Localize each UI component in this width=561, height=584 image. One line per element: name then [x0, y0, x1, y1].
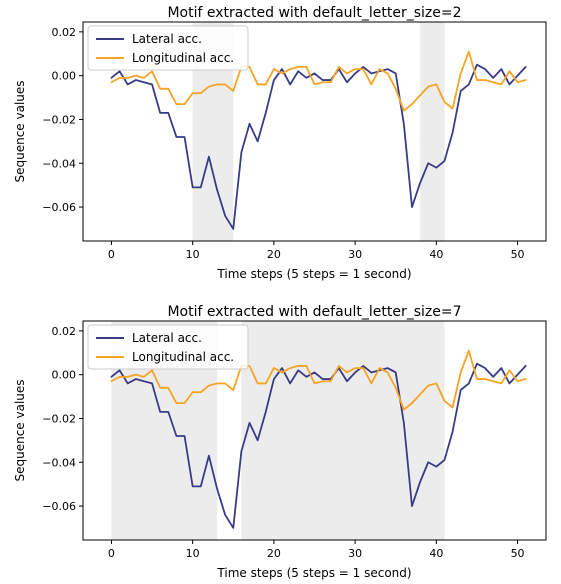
x-axis-label: Time steps (5 steps = 1 second) — [216, 267, 411, 281]
x-axis-label: Time steps (5 steps = 1 second) — [216, 566, 411, 580]
legend-box — [87, 324, 249, 370]
x-tick-label: 10 — [186, 248, 200, 261]
chart-2: 0 10 20 30 40 50 0.02 0.00 −0.02 −0.04 −0.06 Motif … — [13, 304, 547, 580]
y-axis-label: Sequence values — [13, 379, 27, 481]
x-tick-label: 20 — [267, 547, 281, 560]
y-tick-label: −0.06 — [42, 201, 76, 214]
shaded-range — [241, 321, 445, 540]
x-tick-label: 0 — [108, 248, 115, 261]
legend: Lateral acc. Longitudinal acc. — [87, 324, 249, 370]
y-axis-label: Sequence values — [13, 80, 27, 182]
axes-frame — [82, 21, 547, 242]
chart-title: Motif extracted with default_letter_size… — [167, 304, 461, 320]
legend-label-lateral: Lateral acc. — [132, 331, 202, 345]
legend-label-longitudinal: Longitudinal acc. — [132, 51, 234, 65]
chart-1: 0 10 20 30 40 50 0.02 0.00 −0.02 −0.04 −0.06 Motif … — [13, 5, 547, 281]
x-tick-label: 50 — [511, 547, 525, 560]
legend: Lateral acc. Longitudinal acc. — [87, 25, 249, 71]
y-tick-label: −0.06 — [42, 500, 76, 513]
x-tick-label: 0 — [108, 547, 115, 560]
chart-title: Motif extracted with default_letter_size… — [167, 5, 461, 21]
x-tick-label: 50 — [511, 248, 525, 261]
y-tick-label: 0.02 — [52, 26, 77, 39]
x-tick-label: 20 — [267, 248, 281, 261]
y-tick-label: 0.00 — [52, 369, 77, 382]
x-tick-label: 30 — [348, 248, 362, 261]
series-line-lateral — [110, 362, 527, 529]
y-tick-label: 0.00 — [52, 70, 77, 83]
legend-box — [87, 25, 249, 71]
y-tick-label: −0.04 — [42, 456, 76, 469]
shaded-range — [420, 22, 445, 241]
x-tick-label: 30 — [348, 547, 362, 560]
y-tick-label: −0.02 — [42, 113, 76, 126]
legend-label-longitudinal: Longitudinal acc. — [132, 350, 234, 364]
y-tick-label: 0.02 — [52, 325, 77, 338]
legend-label-lateral: Lateral acc. — [132, 32, 202, 46]
series-line-lateral — [110, 63, 527, 230]
x-tick-label: 40 — [429, 248, 443, 261]
series-line-longitudinal — [110, 349, 527, 411]
series-line-longitudinal — [110, 50, 527, 112]
x-tick-label: 40 — [429, 547, 443, 560]
x-tick-label: 10 — [186, 547, 200, 560]
y-tick-label: −0.02 — [42, 412, 76, 425]
axes-frame — [82, 320, 547, 541]
y-tick-label: −0.04 — [42, 157, 76, 170]
